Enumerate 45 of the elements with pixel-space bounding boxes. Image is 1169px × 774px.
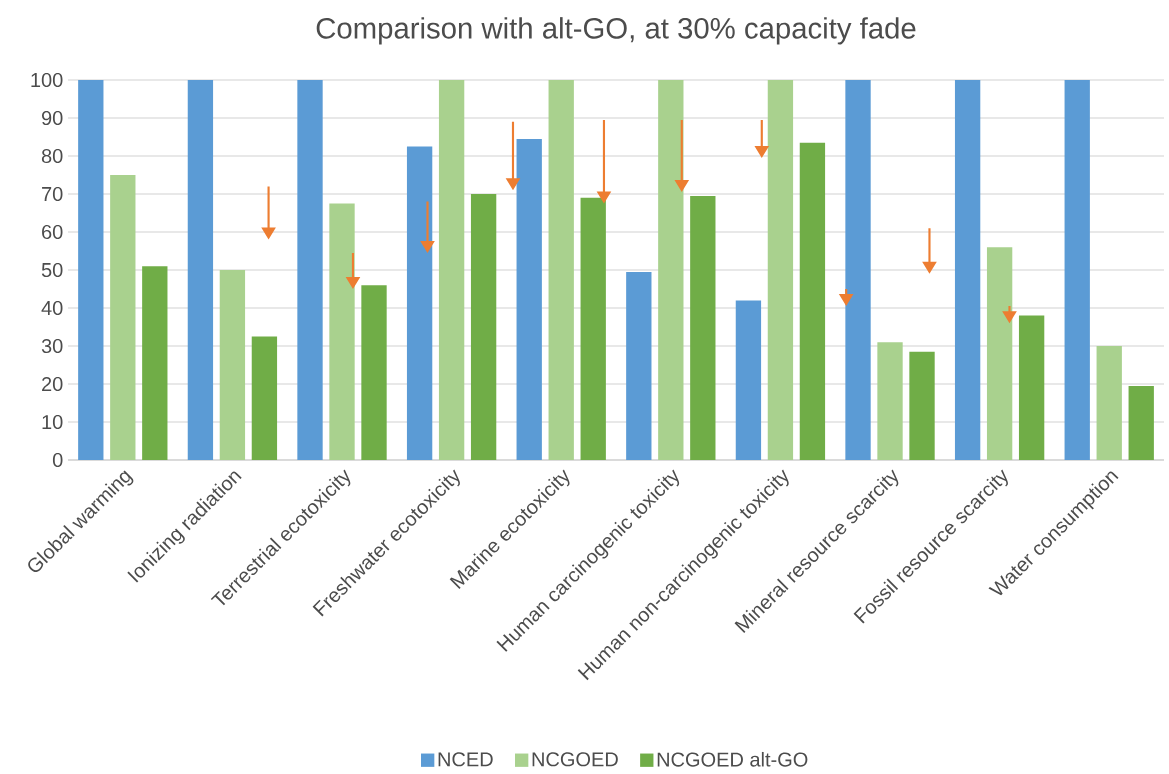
legend-label: NCGOED alt-GO	[657, 751, 808, 767]
bar	[110, 175, 136, 460]
y-tick-label: 20	[42, 376, 63, 392]
bar	[1018, 315, 1045, 460]
y-tick-label: 90	[41, 110, 63, 126]
bar	[361, 285, 387, 460]
bar	[877, 342, 903, 460]
y-tick-label: 100	[31, 72, 63, 88]
bar	[516, 138, 542, 460]
bar	[658, 80, 684, 460]
bar	[142, 266, 168, 460]
bar	[187, 80, 214, 460]
bar	[251, 336, 278, 460]
bar	[78, 80, 104, 460]
bar	[909, 351, 935, 460]
bar	[548, 80, 574, 460]
bar	[297, 80, 323, 460]
bar	[470, 194, 497, 460]
y-tick-label: 50	[41, 262, 63, 278]
y-tick-label: 40	[41, 300, 63, 316]
bar	[735, 300, 762, 460]
bar	[219, 270, 246, 460]
legend-label: NCGOED	[532, 752, 618, 767]
bar	[954, 80, 981, 460]
bar	[626, 271, 652, 460]
y-tick-label: 10	[42, 414, 63, 430]
bar	[580, 197, 606, 460]
legend-label: NCED	[438, 752, 493, 767]
bar	[1128, 385, 1154, 460]
bar	[1096, 346, 1122, 460]
bar	[767, 80, 794, 460]
chart-title: Comparison with alt-GO, at 30% capacity fade	[316, 17, 916, 45]
bar	[799, 142, 826, 460]
y-tick-label: 30	[41, 338, 63, 354]
bar	[1064, 80, 1090, 460]
bar	[329, 203, 355, 460]
y-tick-label: 70	[42, 186, 63, 202]
bar	[406, 146, 433, 460]
bar	[845, 80, 871, 460]
y-tick-label: 80	[41, 148, 63, 164]
y-tick-label: 60	[42, 224, 63, 240]
y-tick-label: 0	[52, 452, 63, 468]
bar	[690, 195, 716, 460]
bar	[438, 80, 465, 460]
bar	[986, 247, 1013, 460]
